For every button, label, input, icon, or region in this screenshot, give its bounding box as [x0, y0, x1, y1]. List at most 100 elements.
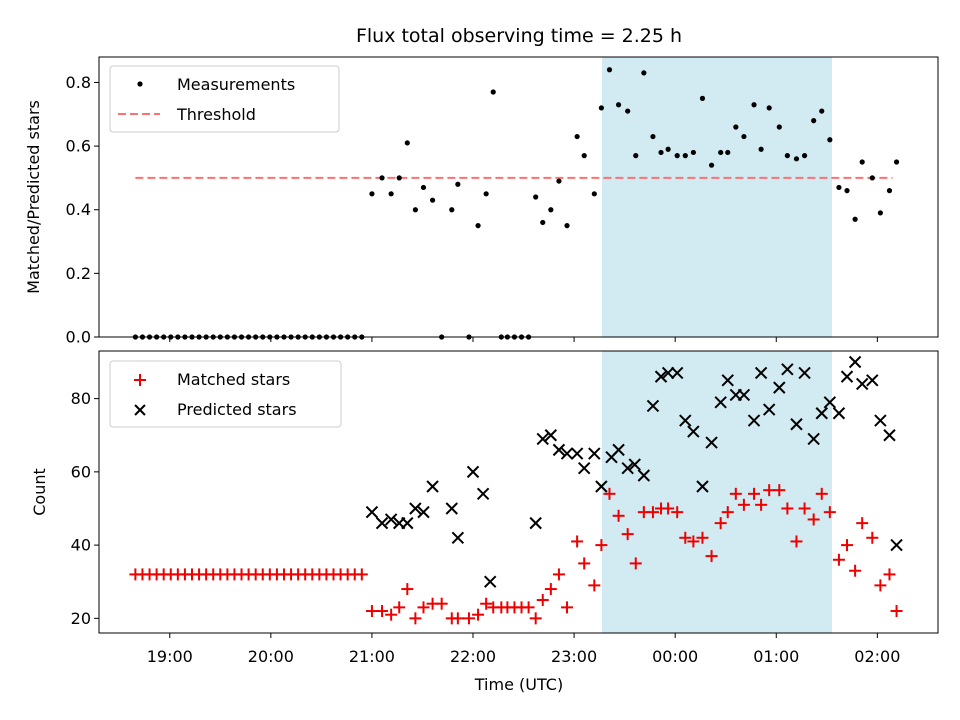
matched-star-point: [763, 484, 776, 497]
predicted-star-stroke: [855, 377, 869, 391]
measurement-point: [615, 102, 622, 108]
matched-star-point: [721, 506, 734, 519]
measurement-point: [490, 89, 496, 95]
legend-marker-matched: [134, 374, 146, 386]
matched-star-point: [729, 487, 742, 500]
predicted-star-point: [832, 407, 846, 420]
measurement-point: [412, 207, 418, 213]
x-tick-label: 00:00: [652, 647, 698, 666]
measurement-point: [836, 184, 842, 191]
predicted-star-stroke: [687, 425, 700, 438]
matched-star-point: [435, 597, 448, 610]
predicted-star-stroke: [714, 396, 727, 409]
predicted-star-stroke: [848, 355, 862, 369]
top-legend: Measurements Threshold: [109, 65, 340, 133]
predicted-star-stroke: [646, 399, 660, 413]
x-tick-label: 01:00: [753, 647, 799, 666]
predicted-star-point: [409, 502, 422, 515]
predicted-star-stroke: [365, 505, 379, 519]
predicted-star-stroke: [466, 465, 480, 479]
predicted-star-point: [384, 513, 398, 526]
measurement-point: [581, 153, 587, 159]
x-tick-label: 20:00: [248, 647, 294, 666]
measurement-point: [429, 197, 436, 203]
predicted-star-point: [737, 388, 751, 402]
measurement-point: [827, 137, 833, 143]
predicted-star-point: [544, 429, 558, 442]
predicted-star-point: [721, 374, 734, 387]
predicted-star-stroke: [874, 414, 887, 427]
measurement-point: [564, 223, 570, 229]
matched-star-point: [781, 502, 794, 515]
measurement-point: [793, 156, 800, 162]
measurement-point: [751, 102, 757, 108]
predicted-star-stroke: [754, 366, 768, 380]
predicted-star-stroke: [544, 429, 558, 442]
predicted-star-point: [401, 516, 414, 530]
x-tick-label: 02:00: [854, 647, 900, 666]
matched-star-point: [385, 608, 398, 621]
predicted-star-point: [781, 363, 794, 376]
measurement-point: [633, 153, 639, 159]
predicted-star-point: [855, 377, 869, 391]
matched-star-point: [874, 579, 887, 592]
predicted-star-point: [807, 432, 820, 446]
predicted-star-stroke: [375, 516, 389, 530]
measurement-point: [844, 188, 850, 194]
predicted-star-stroke: [670, 366, 684, 380]
bottom-shaded-span: [602, 351, 832, 633]
matched-star-point: [883, 568, 896, 581]
measurement-point: [379, 175, 385, 181]
matched-star-point: [561, 601, 574, 614]
matched-star-point: [823, 506, 836, 519]
top-legend-box: [109, 65, 340, 133]
matched-star-point: [748, 487, 761, 500]
predicted-star-stroke: [721, 374, 734, 387]
matched-star-point: [393, 601, 406, 614]
matched-star-point: [705, 550, 718, 563]
predicted-star-point: [552, 443, 566, 457]
predicted-star-stroke: [762, 403, 776, 416]
matched-star-point: [578, 557, 591, 570]
predicted-star-stroke: [588, 447, 601, 460]
predicted-star-point: [654, 370, 668, 383]
y-tick-label: 0.4: [66, 200, 91, 219]
matched-star-point: [588, 579, 601, 592]
predicted-star-stroke: [679, 414, 692, 427]
predicted-star-stroke: [815, 407, 828, 420]
matched-star-point: [472, 608, 485, 621]
measurement-point: [483, 191, 489, 197]
matched-star-point: [376, 605, 389, 618]
predicted-star-stroke: [476, 487, 490, 501]
x-tick-label: 19:00: [147, 647, 193, 666]
predicted-star-stroke: [529, 516, 542, 530]
y-tick-label: 80: [71, 389, 91, 408]
measurement-point: [869, 175, 875, 181]
predicted-star-point: [687, 425, 700, 438]
predicted-star-point: [426, 480, 439, 493]
matched-star-point: [798, 502, 811, 515]
measurement-point: [674, 153, 680, 159]
predicted-star-point: [466, 465, 480, 479]
predicted-star-stroke: [628, 458, 641, 471]
predicted-star-point: [417, 505, 430, 519]
measurement-point: [682, 153, 688, 159]
matched-star-point: [417, 601, 430, 614]
measurement-point: [396, 175, 402, 181]
matched-star-point: [621, 528, 634, 541]
predicted-star-point: [375, 516, 389, 530]
predicted-star-stroke: [840, 370, 854, 383]
predicted-star-stroke: [705, 436, 718, 449]
measurement-point: [404, 140, 410, 146]
matched-star-point: [671, 506, 684, 519]
legend-label-predicted: Predicted stars: [177, 400, 297, 419]
predicted-star-point: [536, 432, 549, 446]
predicted-star-stroke: [696, 480, 709, 493]
predicted-star-stroke: [560, 447, 574, 460]
predicted-star-stroke: [577, 461, 591, 475]
matched-star-point: [401, 583, 414, 596]
predicted-star-point: [621, 461, 634, 475]
measurement-point: [725, 149, 731, 156]
measurement-point: [877, 210, 883, 216]
matched-star-point: [815, 487, 828, 500]
